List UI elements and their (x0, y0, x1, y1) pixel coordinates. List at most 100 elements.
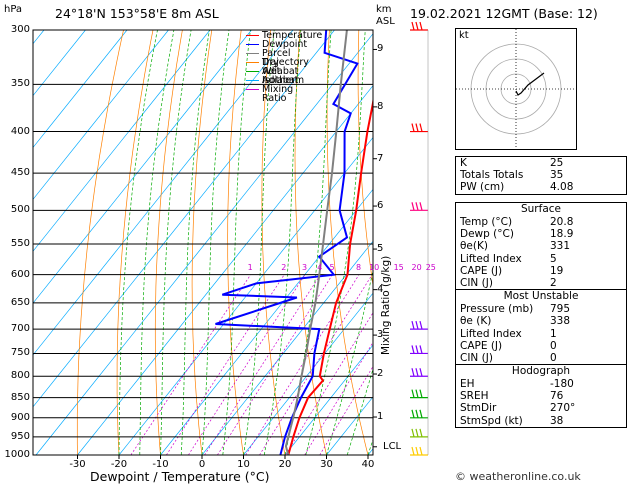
pressure-tick-label: 750 (10, 347, 30, 359)
parameter-row: θe (K) 338 (456, 315, 626, 327)
wind-barb-flag (419, 409, 423, 418)
pressure-tick-label: 1000 (4, 449, 30, 460)
temp-tick-label: 40 (361, 459, 375, 470)
parameter-name: Dewp (°C) (460, 228, 514, 241)
parameter-name: Temp (°C) (460, 216, 513, 228)
wind-barb-flag (415, 345, 419, 354)
wind-barb-flag (419, 428, 423, 438)
wind-barb (410, 21, 428, 31)
legend-label: Parcel Trajectory (262, 48, 309, 68)
parameter-row: StmSpd (kt) 38 (456, 415, 626, 427)
pressure-tick-label: 900 (10, 411, 30, 423)
pressure-tick-label: 550 (10, 237, 30, 249)
height-tick-label: 5 (377, 243, 384, 255)
parameter-value: 331 (550, 240, 571, 253)
credit-text: © weatheronline.co.uk (455, 470, 581, 483)
parameter-name: CIN (J) (460, 351, 493, 364)
isotherm-line (35, 33, 373, 455)
height-tick-label: 2 (377, 368, 384, 380)
dry-adiabat (388, 30, 451, 455)
wind-barb-flag (411, 123, 415, 132)
isotherm-line (33, 30, 211, 252)
parameter-name: CAPE (J) (460, 264, 503, 277)
wet-adiabat (118, 30, 158, 455)
mixing-ratio-line (319, 365, 373, 455)
parameter-name: CAPE (J) (460, 339, 503, 352)
mixing-ratio-axis-label: Mixing Ratio (g/kg) (380, 255, 392, 355)
parameter-row: Lifted Index 5 (456, 253, 626, 265)
temp-tick-label: -10 (152, 459, 169, 470)
parameter-value: 0 (550, 339, 557, 352)
mixing-ratio-label: 3 (301, 263, 308, 272)
pressure-tick-label: 850 (10, 391, 30, 403)
height-tick-label: 8 (377, 100, 384, 112)
wind-barb-flag (411, 389, 415, 398)
parameter-value: 338 (550, 315, 571, 328)
parameter-name: CIN (J) (460, 276, 493, 289)
legend-swatch (246, 62, 259, 63)
hodograph-trace (515, 72, 545, 96)
panel-section-title: Most Unstable (456, 289, 626, 303)
pressure-tick-label: 700 (10, 323, 30, 335)
isotherm-line (33, 30, 252, 304)
wind-barb (410, 409, 428, 419)
wind-barb (410, 202, 428, 211)
parameter-name: SREH (460, 390, 489, 403)
temp-tick-label: 20 (278, 459, 292, 470)
mixing-ratio-label: 1 (247, 263, 253, 272)
mixing-ratio-label: 25 (425, 263, 436, 272)
wind-barb (410, 320, 428, 330)
wind-barb-flag (419, 21, 423, 31)
pressure-tick-label: 350 (10, 78, 30, 90)
mixing-ratio-line (166, 274, 285, 455)
parameter-value: -180 (550, 378, 574, 391)
isotherm-line (33, 30, 335, 408)
wind-barb-flag (415, 446, 419, 456)
dry-adiabat (357, 30, 373, 288)
wind-barb-flag (415, 123, 419, 132)
wind-barb-flag (411, 345, 415, 354)
series-dewpoint (215, 30, 359, 455)
isotherm-line (77, 85, 373, 455)
wet-adiabat (160, 30, 192, 455)
parameter-name: PW (cm) (460, 181, 505, 194)
dry-adiabat (116, 30, 154, 455)
x-axis-label: Dewpoint / Temperature (°C) (90, 469, 270, 484)
series-temperature (287, 96, 373, 455)
parameter-name: K (460, 157, 467, 169)
mixing-ratio-label: 4 (317, 263, 323, 272)
isotherm-line (284, 344, 373, 455)
parameter-value: 18.9 (550, 228, 574, 241)
wind-barb (410, 123, 428, 133)
mixing-ratio-line (130, 274, 251, 455)
parameter-row: PW (cm) 4.08 (456, 181, 626, 193)
legend-swatch (246, 35, 259, 36)
parameter-value: 20.8 (550, 216, 574, 228)
wind-barb-flag (419, 446, 423, 456)
parameter-value: 5 (550, 252, 557, 265)
panel-section-title: Surface (456, 202, 626, 216)
parameter-value: 76 (550, 390, 564, 403)
wind-barb-flag (419, 389, 423, 398)
mixing-ratio-label: 5 (329, 263, 335, 272)
hodograph-plot: kt (455, 28, 577, 150)
legend-swatch (246, 53, 259, 54)
mixing-ratio-label: 10 (369, 263, 380, 272)
wind-barb-flag (419, 320, 423, 330)
wind-barb-flag (415, 389, 419, 398)
wind-barb-flag (415, 320, 419, 330)
height-tick-label: LCL (383, 440, 402, 452)
legend-swatch (246, 71, 259, 72)
height-tick-label: 6 (377, 200, 384, 212)
parameter-value: 25 (550, 157, 564, 169)
temp-tick-label: 30 (320, 459, 333, 470)
wind-barb (410, 446, 428, 456)
parameter-row: Pressure (mb) 795 (456, 303, 626, 315)
plot-frame (32, 29, 374, 456)
legend-label: Dewpoint (262, 39, 308, 50)
hodograph-svg (456, 29, 576, 149)
parameter-value: 795 (550, 303, 571, 316)
height-tick-label: 3 (377, 329, 384, 341)
mixing-ratio-label: 15 (393, 263, 404, 272)
parameter-row: K 25 (456, 157, 626, 169)
